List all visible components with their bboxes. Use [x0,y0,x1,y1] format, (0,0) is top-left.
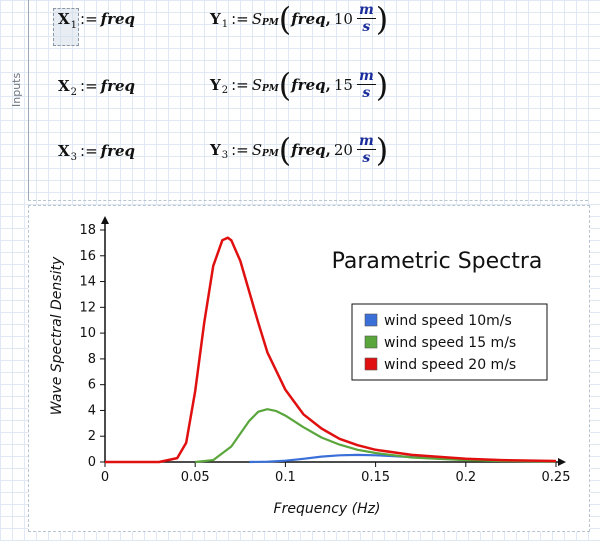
selection-highlight [53,8,79,46]
equation-y2[interactable]: Y 2:= S PM(freq, 15 m s) [210,68,388,101]
comma: , [325,75,331,94]
chart-legend: wind speed 10m/s wind speed 15 m/s wind sp… [351,303,548,381]
function-argument: freq [291,75,326,94]
equation-x2[interactable]: X 2:= freq [58,77,136,98]
y-axis-label: Wave Spectral Density [49,256,65,415]
assign-operator: := [80,10,98,28]
wind-speed-value: 10 [333,9,353,28]
series-line-3 [105,236,557,464]
equation-y1[interactable]: Y 1:= S PM(freq, 10 m s) [210,2,388,35]
y-tick-label: 0 [88,455,96,470]
y-tick-label: 18 [79,223,96,238]
chart-axes: 0 0.05 0.1 0.15 0.2 0.25 0 2 4 6 8 10 12 14 16 18 [79,216,570,485]
variable-subscript: 3 [70,151,78,163]
unit-numerator: m [356,2,376,19]
inputs-region-label: Inputs [10,72,23,108]
variable-value: freq [100,142,136,160]
legend-label-3: wind speed 20 m/s [384,357,516,373]
comma: , [325,9,331,28]
y-tick-label: 10 [79,326,96,341]
function-name: S [251,9,262,28]
variable-name: Y [210,9,221,28]
x-tick-label: 0.25 [542,470,571,485]
variable-subscript: 2 [70,86,78,98]
assign-operator: := [231,75,249,94]
assign-operator: := [231,140,249,159]
chart-series [105,236,557,464]
y-tick-label: 16 [79,249,96,264]
function-name: S [251,140,262,159]
equation-x1[interactable]: X 1:= freq [58,10,136,31]
plot-region[interactable]: 0 0.05 0.1 0.15 0.2 0.25 0 2 4 6 8 10 12 14 16 18 Param… [28,205,590,532]
x-tick-label: 0.1 [275,470,296,485]
close-paren: ) [375,130,389,169]
function-argument: freq [291,9,326,28]
variable-name: Y [210,75,221,94]
variable-value: freq [100,10,136,28]
close-paren: ) [375,65,389,104]
legend-label-2: wind speed 15 m/s [384,335,516,351]
y-tick-label: 8 [88,352,96,367]
x-tick-label: 0.2 [455,470,476,485]
y-tick-label: 2 [88,429,96,444]
function-subscript: PM [262,148,279,159]
unit-numerator: m [356,133,376,150]
assign-operator: := [80,142,98,160]
variable-name: X [58,10,70,28]
legend-frame [351,303,548,381]
x-axis-label: Frequency (Hz) [274,501,381,517]
equation-y3[interactable]: Y 3:= S PM(freq, 20 m s) [210,133,388,166]
variable-value: freq [100,77,136,95]
comma: , [325,140,331,159]
variable-name: X [58,77,70,95]
open-paren: ( [278,130,292,169]
assign-operator: := [80,77,98,95]
unit-denominator: s [362,19,371,35]
function-name: S [251,75,262,94]
legend-swatch-1 [364,313,378,327]
spectra-chart[interactable]: 0 0.05 0.1 0.15 0.2 0.25 0 2 4 6 8 10 12 14 16 18 Param… [29,206,589,531]
chart-title: Parametric Spectra [332,249,543,274]
variable-subscript: 3 [221,150,229,161]
assign-operator: := [231,9,249,28]
equation-x3[interactable]: X 3:= freq [58,142,136,163]
unit-denominator: s [362,150,371,166]
function-subscript: PM [262,83,279,94]
x-axis-arrow [558,458,566,466]
inputs-region-bar[interactable]: Inputs [8,0,29,200]
variable-subscript: 2 [221,85,229,96]
function-subscript: PM [262,17,279,28]
wind-speed-value: 15 [333,75,353,94]
series-line-2 [195,408,557,464]
y-tick-label: 6 [88,378,96,393]
open-paren: ( [278,65,292,104]
close-paren: ) [375,0,389,38]
unit-numerator: m [356,68,376,85]
unit-denominator: s [362,85,371,101]
x-tick-label: 0.15 [361,470,390,485]
function-argument: freq [291,140,326,159]
variable-name: X [58,142,70,160]
open-paren: ( [278,0,292,38]
y-axis-arrow [101,216,109,224]
y-tick-label: 14 [79,275,96,290]
y-tick-label: 12 [79,300,96,315]
variable-subscript: 1 [70,19,78,31]
inputs-region [28,0,588,201]
legend-label-1: wind speed 10m/s [384,313,512,329]
legend-swatch-3 [364,357,378,371]
y-tick-label: 4 [88,403,96,418]
x-tick-label: 0.05 [181,470,210,485]
wind-speed-value: 20 [333,140,353,159]
variable-name: Y [210,140,221,159]
variable-subscript: 1 [221,19,229,30]
legend-swatch-2 [364,335,378,349]
x-tick-label: 0 [101,470,109,485]
